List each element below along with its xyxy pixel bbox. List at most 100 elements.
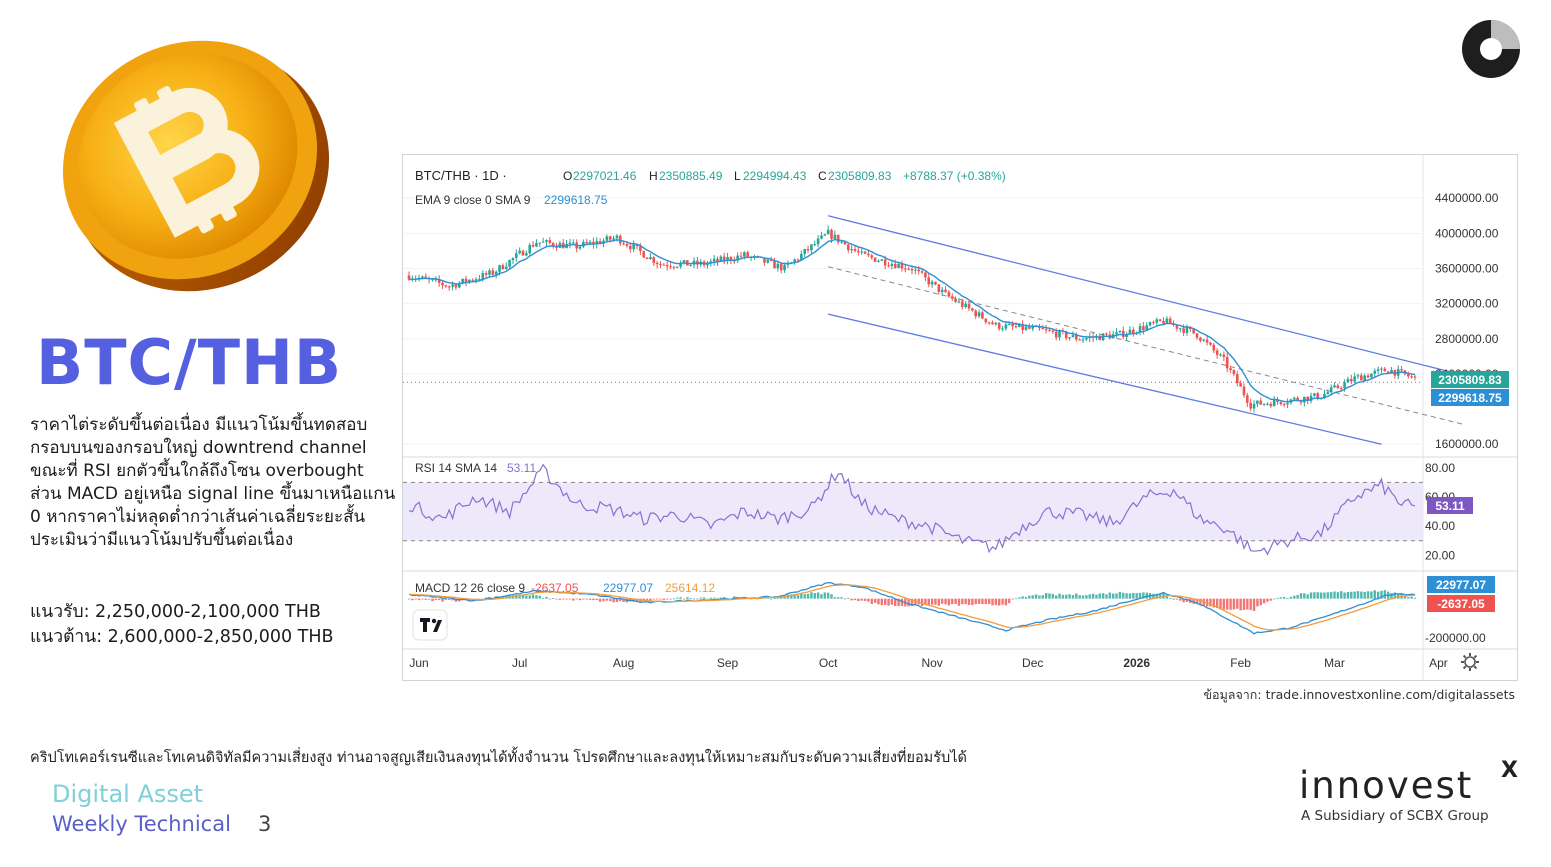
macd-histogram-bar bbox=[1071, 595, 1075, 599]
x-tick-label: 2026 bbox=[1123, 656, 1150, 670]
candle-body bbox=[437, 279, 441, 283]
candle-body bbox=[447, 286, 451, 288]
macd-histogram-bar bbox=[1081, 595, 1085, 599]
candle-body bbox=[910, 269, 914, 271]
macd-histogram-bar bbox=[427, 598, 431, 600]
candle-body bbox=[1118, 330, 1122, 333]
candle-body bbox=[870, 255, 874, 258]
macd-histogram-bar bbox=[900, 598, 904, 606]
macd-histogram-bar bbox=[649, 598, 652, 602]
price-chart-panel[interactable]: 4400000.00 4000000.00 3600000.00 3200000.00… bbox=[402, 154, 1518, 681]
candle-body bbox=[1229, 368, 1232, 371]
candle-body bbox=[421, 276, 424, 278]
candle-body bbox=[736, 255, 739, 261]
rsi-tick-label: 80.00 bbox=[1425, 461, 1455, 475]
candle-body bbox=[484, 273, 488, 275]
candle-body bbox=[1202, 339, 1206, 341]
candle-body bbox=[840, 241, 843, 243]
macd-histogram-bar bbox=[1397, 593, 1400, 599]
candle-body bbox=[1195, 333, 1199, 338]
macd-histogram-bar bbox=[1319, 592, 1323, 599]
macd-histogram-bar bbox=[1353, 591, 1356, 599]
macd-histogram-bar bbox=[813, 593, 816, 599]
candle-body bbox=[572, 242, 575, 244]
candle-body bbox=[974, 310, 978, 317]
candle-body bbox=[431, 279, 434, 281]
macd-histogram-bar bbox=[873, 598, 877, 603]
macd-histogram-bar bbox=[1038, 595, 1041, 599]
candle-body bbox=[769, 259, 773, 261]
macd-histogram-bar bbox=[1001, 598, 1004, 605]
macd-histogram-bar bbox=[1195, 598, 1199, 605]
candle-body bbox=[1209, 342, 1212, 345]
candle-body bbox=[920, 271, 924, 273]
candle-body bbox=[924, 272, 927, 278]
candle-body bbox=[1158, 319, 1162, 321]
macd-histogram-bar bbox=[954, 598, 957, 604]
macd-histogram-bar bbox=[1236, 598, 1239, 609]
candle-body bbox=[863, 251, 867, 254]
candle-body bbox=[853, 248, 857, 251]
candle-body bbox=[1386, 371, 1390, 373]
candle-body bbox=[997, 322, 1001, 329]
candle-body bbox=[515, 253, 518, 258]
macd-histogram-bar bbox=[662, 598, 666, 600]
candle-body bbox=[1024, 326, 1028, 330]
macd-histogram-bar bbox=[1091, 593, 1095, 599]
macd-histogram-bar bbox=[1306, 594, 1309, 599]
ema-price-tag bbox=[1431, 389, 1509, 406]
macd-histogram-bar bbox=[598, 598, 602, 602]
x-tick-label: Dec bbox=[1022, 656, 1043, 670]
candle-body bbox=[615, 235, 619, 239]
macd-histogram-bar bbox=[796, 595, 800, 599]
candle-body bbox=[860, 251, 863, 253]
candle-body bbox=[528, 244, 532, 254]
candle-body bbox=[964, 303, 967, 308]
candle-body bbox=[1142, 326, 1145, 330]
macd-histogram-bar bbox=[605, 598, 609, 601]
macd-histogram-bar bbox=[437, 598, 441, 600]
candle-body bbox=[1168, 318, 1172, 325]
macd-histogram-bar bbox=[726, 598, 729, 599]
candle-body bbox=[763, 257, 766, 263]
macd-histogram-bar bbox=[957, 598, 961, 606]
macd-histogram-bar bbox=[528, 595, 531, 599]
candle-body bbox=[478, 279, 481, 281]
macd-histogram-bar bbox=[1165, 596, 1169, 599]
ohlc-low: 2294994.43 bbox=[743, 169, 807, 183]
macd-histogram-bar bbox=[545, 596, 548, 599]
candlestick-chart[interactable]: 4400000.00 4000000.00 3600000.00 3200000.00… bbox=[403, 155, 1517, 680]
macd-histogram-bar bbox=[1142, 592, 1145, 599]
macd-histogram-bar bbox=[575, 598, 578, 600]
macd-histogram-bar bbox=[699, 597, 702, 599]
candle-body bbox=[454, 284, 458, 288]
candle-body bbox=[548, 240, 552, 244]
macd-histogram-bar bbox=[1152, 593, 1155, 599]
rsi-legend-value: 53.11 bbox=[507, 461, 536, 475]
macd-histogram-bar bbox=[1018, 597, 1021, 599]
macd-histogram-bar bbox=[572, 598, 575, 601]
macd-histogram-bar bbox=[800, 593, 803, 599]
macd-histogram-bar bbox=[541, 598, 545, 599]
macd-histogram-bar bbox=[448, 598, 451, 600]
candle-body bbox=[1205, 339, 1209, 343]
macd-histogram-bar bbox=[655, 598, 659, 600]
candle-body bbox=[498, 265, 501, 272]
macd-histogram-bar bbox=[907, 598, 910, 607]
price-tick-label: 1600000.00 bbox=[1435, 437, 1499, 451]
settings-gear-icon[interactable] bbox=[1461, 653, 1479, 671]
macd-histogram-bar bbox=[863, 598, 867, 601]
macd-histogram-bar bbox=[719, 597, 723, 599]
candle-body bbox=[1336, 385, 1340, 389]
candle-body bbox=[602, 240, 605, 244]
macd-histogram-bar bbox=[555, 598, 558, 600]
candle-body bbox=[947, 291, 951, 297]
macd-histogram-bar bbox=[1262, 598, 1266, 604]
candle-body bbox=[696, 260, 699, 265]
candle-body bbox=[994, 322, 998, 325]
tradingview-icon[interactable] bbox=[412, 609, 448, 641]
ema-legend-value: 2299618.75 bbox=[544, 193, 608, 207]
macd-histogram-bar bbox=[1393, 592, 1397, 599]
candle-body bbox=[971, 308, 974, 311]
candle-body bbox=[1373, 370, 1377, 374]
